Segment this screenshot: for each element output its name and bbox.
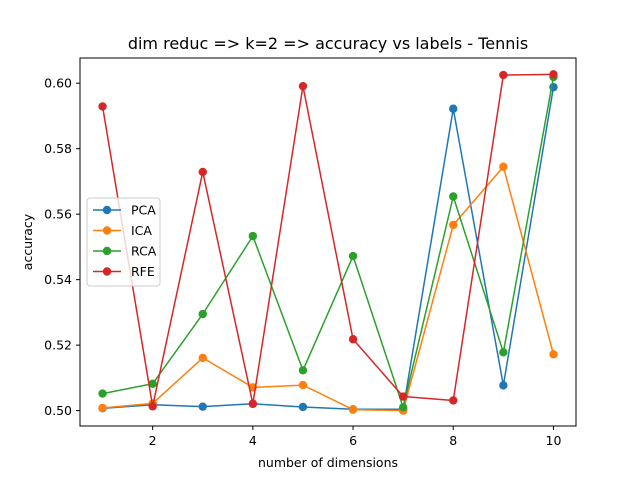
data-point-pca bbox=[298, 402, 308, 412]
series-line-rca bbox=[102, 76, 555, 409]
data-point-rca bbox=[499, 348, 508, 357]
legend-box bbox=[86, 197, 161, 287]
data-point-rca bbox=[348, 251, 358, 261]
legend-marker bbox=[102, 246, 112, 256]
series-line-pca bbox=[102, 87, 555, 411]
legend-marker bbox=[102, 205, 112, 215]
x-tick-label: 2 bbox=[149, 433, 157, 448]
data-point-rfe bbox=[248, 399, 258, 408]
data-point-rfe bbox=[348, 335, 358, 344]
y-tick-label: 0.58 bbox=[44, 141, 72, 156]
series-rca bbox=[98, 72, 558, 412]
data-point-rfe bbox=[198, 167, 207, 177]
x-axis: 2 4 6 8 10 bbox=[149, 426, 562, 448]
data-point-pca bbox=[449, 104, 458, 113]
data-point-rca bbox=[398, 403, 408, 412]
data-point-ica bbox=[348, 405, 358, 414]
legend-label: ICA bbox=[131, 223, 152, 238]
legend-item-pca: PCA bbox=[93, 203, 156, 218]
legend: PCA ICA RCA RFE bbox=[86, 197, 161, 287]
y-tick-label: 0.60 bbox=[44, 76, 72, 91]
legend-label: RCA bbox=[131, 244, 157, 259]
data-point-rfe bbox=[398, 392, 408, 401]
plot-area bbox=[98, 70, 558, 415]
x-tick-label: 4 bbox=[249, 433, 257, 448]
data-point-pca bbox=[499, 381, 508, 390]
legend-label: RFE bbox=[131, 264, 155, 279]
data-point-ica bbox=[449, 220, 458, 230]
data-point-ica bbox=[198, 353, 207, 363]
y-tick-label: 0.50 bbox=[44, 403, 72, 418]
legend-marker bbox=[102, 267, 112, 276]
series-rfe bbox=[98, 70, 558, 411]
series-ica bbox=[98, 162, 558, 415]
y-tick-label: 0.56 bbox=[44, 207, 72, 222]
series-line-ica bbox=[102, 165, 555, 412]
x-tick-label: 10 bbox=[546, 433, 562, 448]
data-point-rfe bbox=[148, 402, 157, 411]
x-tick-label: 8 bbox=[449, 433, 457, 448]
data-point-ica bbox=[499, 162, 508, 171]
legend-marker bbox=[102, 226, 112, 235]
data-point-rca bbox=[248, 231, 258, 241]
axes-frame bbox=[79, 57, 577, 427]
data-point-ica bbox=[98, 403, 107, 413]
y-tick-label: 0.52 bbox=[44, 338, 72, 353]
data-point-ica bbox=[549, 350, 558, 359]
data-point-rca bbox=[148, 379, 157, 388]
data-point-rfe bbox=[298, 81, 308, 91]
chart-title: dim reduc => k=2 => accuracy vs labels -… bbox=[128, 34, 528, 53]
data-point-ica bbox=[298, 380, 308, 390]
data-point-rfe bbox=[449, 396, 458, 405]
legend-item-ica: ICA bbox=[93, 223, 152, 238]
y-axis-label: accuracy bbox=[20, 213, 35, 270]
x-tick-label: 6 bbox=[349, 433, 357, 448]
legend-label: PCA bbox=[131, 203, 156, 218]
legend-item-rca: RCA bbox=[93, 244, 157, 259]
data-point-rca bbox=[298, 366, 308, 375]
data-point-rca bbox=[198, 309, 207, 319]
y-axis: 0.50 0.52 0.54 0.56 0.58 0.60 bbox=[44, 76, 80, 418]
legend-item-rfe: RFE bbox=[93, 264, 155, 279]
y-tick-label: 0.54 bbox=[44, 272, 72, 287]
x-axis-label: number of dimensions bbox=[258, 455, 398, 470]
data-point-pca bbox=[198, 402, 207, 411]
data-point-rfe bbox=[499, 70, 508, 80]
data-point-rfe bbox=[549, 70, 558, 79]
data-point-rca bbox=[449, 192, 458, 201]
series-line-rfe bbox=[101, 73, 554, 408]
data-point-rfe bbox=[98, 102, 107, 111]
data-point-rca bbox=[98, 389, 107, 398]
